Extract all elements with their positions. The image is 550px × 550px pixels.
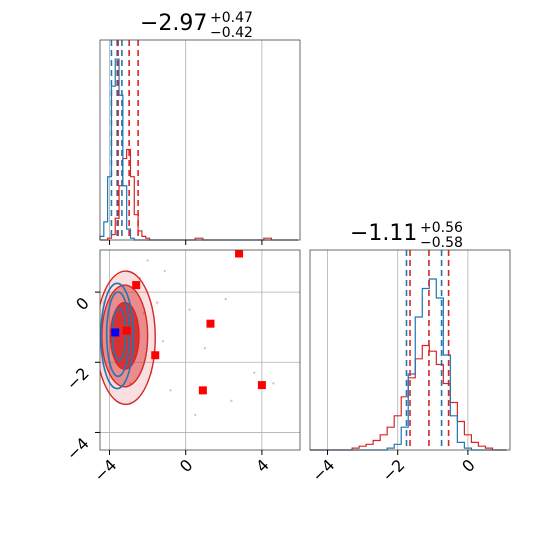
xtick-label-param2: 0 [458, 455, 479, 476]
title-param1-minus: −0.42 [210, 25, 253, 41]
marker-red [235, 250, 244, 258]
panel-hist1 [99, 39, 301, 241]
scatter-point [224, 297, 227, 301]
xtick-label-param2: −4 [308, 455, 338, 485]
scatter-point [188, 308, 191, 311]
scatter-point [230, 399, 233, 403]
panel-hist2 [309, 249, 511, 451]
marker-red [151, 351, 160, 360]
ytick-label-scatter: −4 [63, 434, 93, 464]
scatter-point [129, 382, 132, 385]
title-param2-plus: +0.56 [420, 220, 463, 236]
title-param1: −2.97 +0.47 −0.42 [140, 10, 253, 41]
marker-red [122, 326, 131, 335]
scatter-content [100, 250, 275, 417]
scatter-point [146, 259, 149, 262]
hist1-frame [99, 39, 301, 241]
marker-red [198, 386, 207, 395]
scatter-point [194, 413, 197, 417]
scatter-point [161, 340, 165, 343]
marker-red [132, 281, 141, 290]
title-param1-median: −2.97 [140, 11, 207, 36]
ytick-label-scatter: −2 [63, 364, 93, 394]
title-param2-minus: −0.58 [420, 235, 463, 251]
title-param2: −1.11 +0.56 −0.58 [350, 220, 463, 251]
xtick-label-param1: 0 [176, 455, 197, 476]
scatter-point [203, 347, 206, 350]
hist2-frame [309, 249, 511, 451]
scatter-point [155, 301, 159, 304]
hist2-series-blue [310, 278, 507, 451]
scatter-point [272, 382, 275, 385]
scatter-point [163, 269, 166, 273]
xtick-label-param2: −2 [378, 455, 408, 485]
marker-red [257, 381, 266, 390]
xtick-label-param1: −4 [90, 455, 120, 485]
scatter-frame [99, 249, 301, 451]
marker-blue [111, 328, 120, 337]
ytick-label-scatter: 0 [72, 293, 93, 314]
scatter-point [169, 389, 172, 392]
title-param1-plus: +0.47 [210, 10, 253, 26]
panel-scatter [99, 249, 301, 451]
title-param2-median: −1.11 [350, 221, 417, 246]
xtick-label-param1: 4 [252, 455, 273, 476]
contour-blue [100, 282, 135, 390]
scatter-point [142, 311, 146, 315]
scatter-point [253, 371, 256, 375]
marker-red [206, 319, 215, 328]
